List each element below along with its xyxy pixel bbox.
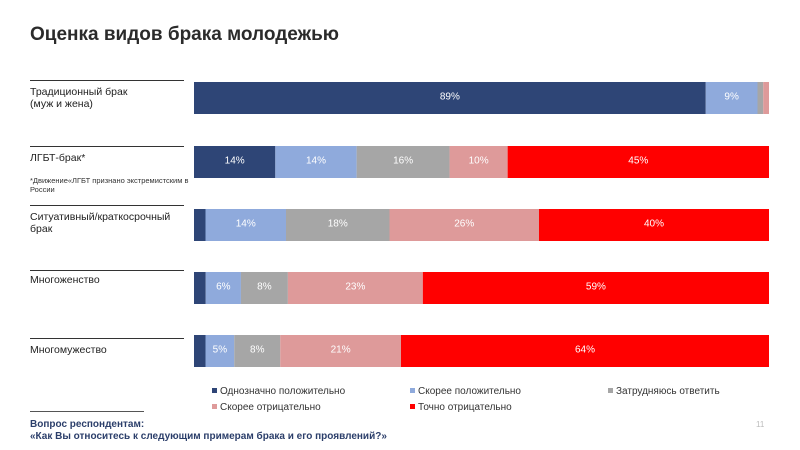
- bar-segment: [205, 272, 241, 304]
- bar-segment: [763, 82, 769, 114]
- question-text: «Как Вы относитесь к следующим примерам …: [30, 431, 387, 442]
- chart-title: Оценка видов брака молодежью: [30, 24, 339, 45]
- bar-segment: [356, 146, 450, 178]
- bar-segment: [194, 335, 206, 367]
- row-separator: [30, 270, 184, 271]
- row-label-line: (муж и жена): [30, 98, 93, 110]
- legend-swatch: [212, 403, 217, 409]
- legend-item: Затрудняюсь ответить: [608, 386, 720, 397]
- data-label: 89%: [440, 92, 460, 103]
- row-label-situational: Ситуативный/краткосрочный брак: [30, 211, 190, 235]
- legend-item: Однозначно положительно: [212, 386, 345, 397]
- data-label: 8%: [257, 282, 272, 293]
- legend-label: Однозначно положительно: [220, 386, 346, 397]
- row-separator: [30, 146, 184, 147]
- bar-segment: [240, 272, 288, 304]
- legend-label: Скорее положительно: [418, 386, 521, 397]
- row-label-line: брак: [30, 223, 53, 235]
- data-label: 14%: [225, 156, 245, 167]
- question-label: Вопрос респондентам:: [30, 419, 145, 430]
- bar-segment: [757, 82, 764, 114]
- data-label: 8%: [250, 345, 265, 356]
- data-label: 21%: [331, 345, 351, 356]
- data-label: 6%: [216, 282, 231, 293]
- legend-swatch: [410, 403, 415, 409]
- bar-segment: [205, 335, 235, 367]
- bar-segment: [205, 209, 286, 241]
- bar-segment: [449, 146, 508, 178]
- data-label: 10%: [469, 156, 489, 167]
- row-label-line: Многомужество: [30, 344, 107, 356]
- data-label: 5%: [213, 345, 228, 356]
- legend-item: Точно отрицательно: [410, 402, 512, 413]
- data-label: 14%: [236, 219, 256, 230]
- bar-segment: [194, 146, 276, 178]
- bar-segment: [507, 146, 769, 178]
- legend-label: Затрудняюсь ответить: [616, 386, 720, 397]
- row-label-lgbt: ЛГБТ-брак*: [30, 152, 190, 164]
- row-separator: [30, 80, 184, 81]
- data-label: 23%: [345, 282, 365, 293]
- legend-item: Скорее положительно: [410, 386, 521, 397]
- bar-segment: [287, 272, 423, 304]
- legend-item: Скорее отрицательно: [212, 402, 321, 413]
- data-label: 59%: [586, 282, 606, 293]
- bar-segment: [705, 82, 758, 114]
- bar-segment: [194, 209, 206, 241]
- bar-segment: [280, 335, 401, 367]
- data-label: 45%: [628, 156, 648, 167]
- row-label-line: Многоженство: [30, 274, 100, 286]
- bar-segment: [389, 209, 539, 241]
- legend-swatch: [212, 387, 217, 393]
- row-label-line: Традиционный брак: [30, 86, 128, 98]
- bar-segment: [275, 146, 357, 178]
- row-separator: [30, 205, 184, 206]
- question-separator: [30, 411, 144, 412]
- data-label: 64%: [575, 345, 595, 356]
- bar-segment: [194, 82, 706, 114]
- row-label-polygyny: Многоженство: [30, 274, 190, 286]
- legend-label: Точно отрицательно: [418, 402, 512, 413]
- data-label: 26%: [454, 219, 474, 230]
- data-label: 16%: [393, 156, 413, 167]
- data-label: 18%: [328, 219, 348, 230]
- bar-segment: [234, 335, 281, 367]
- footnote: *Движение«ЛГБТ признано экстремистским в…: [30, 176, 189, 194]
- row-label-line: ЛГБТ-брак*: [30, 152, 86, 164]
- row-label-polyandry: Многомужество: [30, 344, 190, 356]
- page-number: 11: [756, 420, 765, 429]
- data-label: 40%: [644, 219, 664, 230]
- bar-segment: [422, 272, 769, 304]
- row-separator: [30, 338, 184, 339]
- bar-segment: [401, 335, 769, 367]
- bar-segment: [286, 209, 390, 241]
- legend-swatch: [608, 387, 613, 393]
- bar-segment: [194, 272, 206, 304]
- legend-swatch: [410, 387, 415, 393]
- row-label-line: Ситуативный/краткосрочный: [30, 211, 171, 223]
- data-label: 14%: [306, 156, 326, 167]
- legend-label: Скорее отрицательно: [220, 402, 321, 413]
- question-block: Вопрос респондентам: «Как Вы относитесь …: [30, 419, 387, 443]
- data-label: 9%: [724, 92, 739, 103]
- bar-segment: [539, 209, 769, 241]
- row-label-traditional: Традиционный брак (муж и жена): [30, 86, 190, 110]
